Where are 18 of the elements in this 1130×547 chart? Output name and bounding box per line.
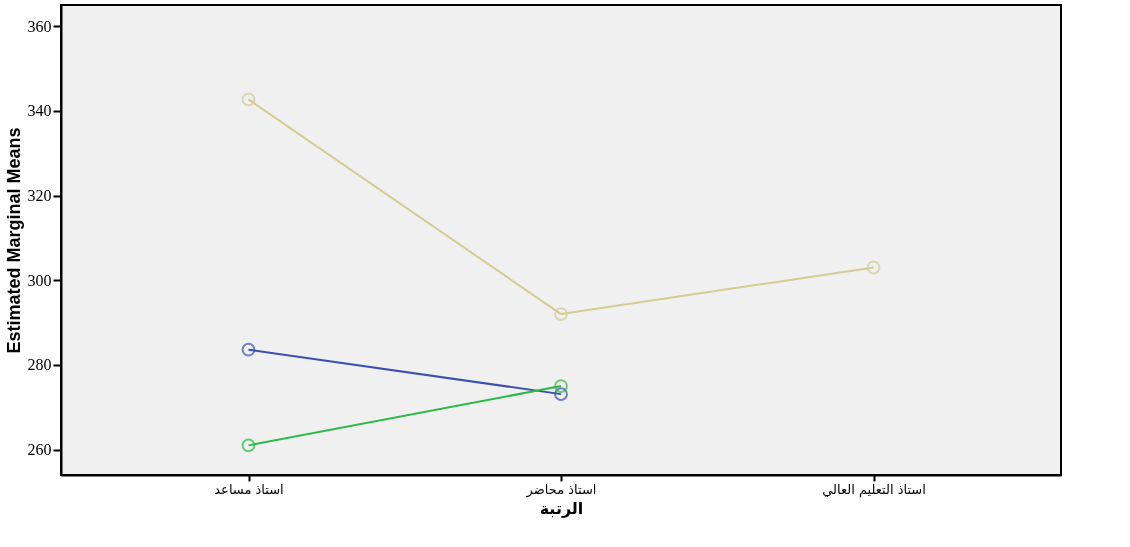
y-axis-title: Estimated Marginal Means — [3, 127, 24, 354]
y-tick-label: 300 — [27, 271, 52, 289]
x-tick-label: استاذ محاضر — [525, 481, 597, 498]
point — [241, 92, 256, 107]
x-axis-title: الرتبة — [539, 498, 584, 518]
point — [554, 387, 568, 402]
y-tick-label: 280 — [27, 356, 52, 374]
y-tick-label: 340 — [27, 102, 52, 120]
point — [241, 342, 256, 357]
y-tick-label: 320 — [27, 187, 52, 205]
point — [554, 379, 568, 393]
y-tick-label: 360 — [27, 17, 52, 35]
point — [866, 260, 881, 275]
y-tick-label: 260 — [27, 441, 52, 459]
point — [554, 307, 568, 321]
x-tick-label: استاذ مساعد — [214, 481, 284, 497]
x-tick-label: استاذ التعليم العالي — [822, 481, 926, 498]
point — [241, 438, 256, 453]
